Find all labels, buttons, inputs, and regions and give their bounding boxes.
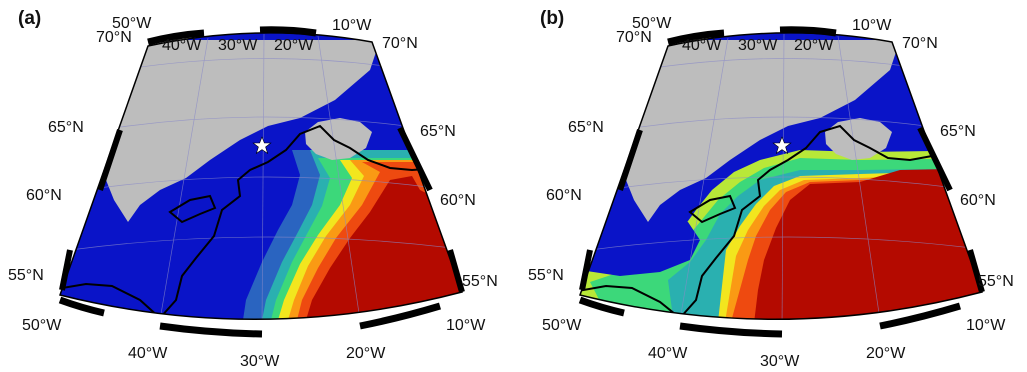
panel-b-right-tick: 60°N [960, 192, 996, 209]
panel-a-right-tick: 55°N [462, 273, 498, 290]
panel-a-frame-segments [58, 26, 465, 338]
panel-a-bottom-tick: 50°W [22, 317, 62, 334]
panel-a-greenland [98, 40, 380, 222]
panel-b-map [580, 32, 982, 320]
panel-b-greenland [618, 40, 900, 222]
panel-a-top-tick: 40°W [162, 37, 202, 54]
panel-b-left-tick: 55°N [528, 267, 564, 284]
panel-a: (a) [8, 8, 498, 370]
panel-a-bottom-tick: 20°W [346, 345, 386, 362]
panel-a-right-tick: 65°N [420, 123, 456, 140]
panel-b-right-tick: 70°N [902, 35, 938, 52]
star-icon [772, 136, 792, 155]
panel-b-left-tick: 70°N [616, 29, 652, 46]
panel-a-contour-loop [168, 194, 217, 224]
panel-b-frame [579, 32, 983, 321]
panel-b-top-tick: 50°W [632, 15, 672, 32]
panel-a-right-tick: 70°N [382, 35, 418, 52]
panel-b-label: (b) [540, 8, 564, 29]
panel-a-left-tick: 55°N [8, 267, 44, 284]
panel-a-bottom-tick: 30°W [240, 353, 280, 370]
panel-a-left-tick: 60°N [26, 187, 62, 204]
panel-b-top-tick: 40°W [682, 37, 722, 54]
panel-b-top-tick: 10°W [852, 17, 892, 34]
panel-a-top-tick: 50°W [112, 15, 152, 32]
panel-b-top-tick: 20°W [794, 37, 834, 54]
panel-b: (b) [528, 8, 1014, 370]
panel-a-top-tick: 20°W [274, 37, 314, 54]
panel-b-top-tick: 30°W [738, 37, 778, 54]
panel-a-left-tick: 70°N [96, 29, 132, 46]
panel-b-right-tick: 65°N [940, 123, 976, 140]
panel-a-top-tick: 30°W [218, 37, 258, 54]
panel-b-contour-loop [688, 194, 737, 224]
panel-a-map [60, 32, 462, 320]
panel-b-bottom-tick: 30°W [760, 353, 800, 370]
panel-a-label: (a) [18, 8, 41, 29]
panel-b-bottom-tick: 40°W [648, 345, 688, 362]
panel-b-band-darkred [752, 168, 982, 320]
panel-a-bottom-tick: 10°W [446, 317, 486, 334]
panel-a-left-tick: 65°N [48, 119, 84, 136]
panel-a-frame [59, 32, 463, 321]
panel-b-left-tick: 60°N [546, 187, 582, 204]
panel-a-right-tick: 60°N [440, 192, 476, 209]
panel-b-graticule [580, 33, 973, 320]
panel-b-bottom-tick: 20°W [866, 345, 906, 362]
panel-b-left-tick: 65°N [568, 119, 604, 136]
panel-b-bottom-tick: 10°W [966, 317, 1006, 334]
star-icon [252, 136, 272, 155]
panel-b-right-tick: 55°N [978, 273, 1014, 290]
panel-a-top-tick: 10°W [332, 17, 372, 34]
panel-b-frame-segments [578, 26, 985, 338]
panel-a-bottom-tick: 40°W [128, 345, 168, 362]
panel-b-bottom-tick: 50°W [542, 317, 582, 334]
